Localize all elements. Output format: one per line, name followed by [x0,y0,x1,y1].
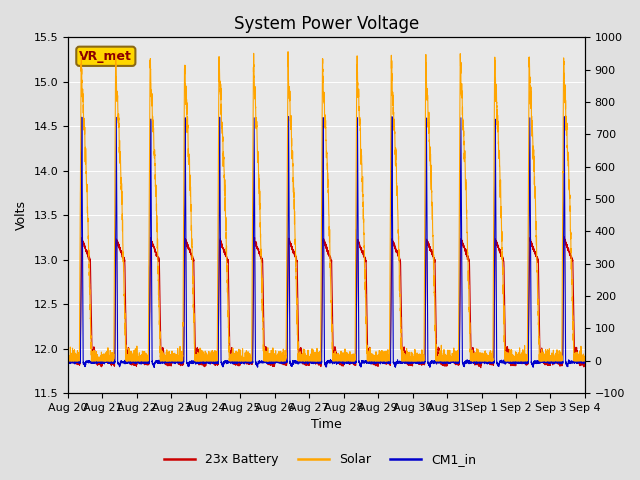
X-axis label: Time: Time [311,419,342,432]
Legend: 23x Battery, Solar, CM1_in: 23x Battery, Solar, CM1_in [159,448,481,471]
Y-axis label: Volts: Volts [15,200,28,230]
Text: VR_met: VR_met [79,50,132,63]
Title: System Power Voltage: System Power Voltage [234,15,419,33]
